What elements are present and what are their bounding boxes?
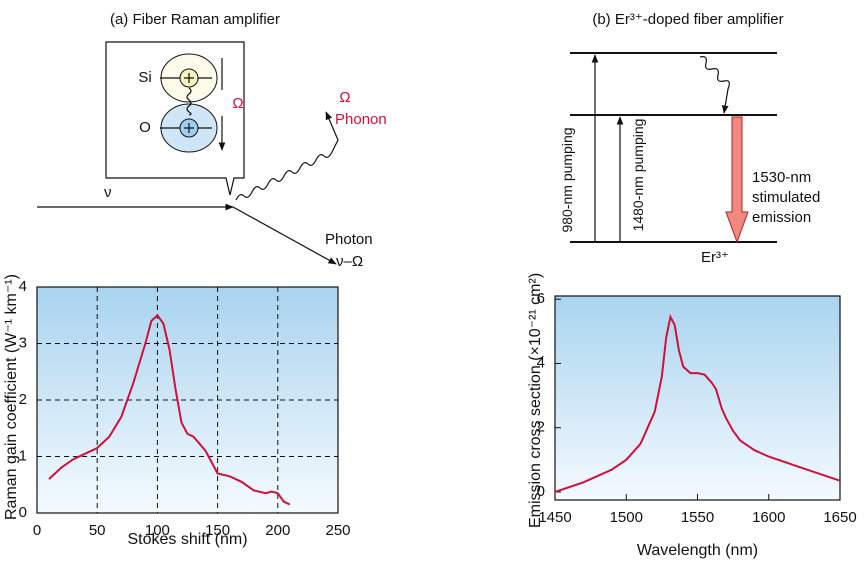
x-tick-label: 200 bbox=[265, 522, 290, 539]
x-tick-label: 250 bbox=[325, 522, 350, 539]
panel-title: (b) Er³⁺-doped fiber amplifier bbox=[592, 11, 783, 28]
y-tick-label: 2 bbox=[19, 391, 27, 408]
label: ν–Ω bbox=[336, 253, 363, 270]
y-tick-label: 0 bbox=[19, 504, 27, 521]
y-tick-label: 1 bbox=[19, 447, 27, 464]
label: 1480-nm pumping bbox=[630, 119, 646, 232]
x-tick-label: 1450 bbox=[538, 509, 571, 526]
label: 1530-nm bbox=[752, 169, 811, 186]
y-tick-label: 0 bbox=[537, 483, 545, 500]
data-line bbox=[48, 313, 291, 506]
relaxation bbox=[699, 56, 730, 114]
x-axis-label: Wavelength (nm) bbox=[637, 542, 758, 559]
label: Photon bbox=[325, 231, 373, 248]
x-tick-label: 50 bbox=[89, 522, 106, 539]
x-tick-label: 100 bbox=[145, 522, 170, 539]
label: 980-nm pumping bbox=[559, 127, 575, 232]
y-tick-label: 6 bbox=[537, 290, 545, 307]
y-tick-label: 4 bbox=[19, 278, 27, 295]
plot-area bbox=[555, 296, 840, 500]
x-axis-label: Stokes shift (nm) bbox=[127, 531, 247, 548]
photon-out bbox=[232, 206, 337, 265]
y-axis-label: Raman gain coefficient (W⁻¹ km⁻¹) bbox=[3, 274, 20, 520]
x-tick-label: 0 bbox=[33, 522, 41, 539]
plot-area bbox=[37, 287, 338, 513]
x-tick-label: 1600 bbox=[752, 509, 785, 526]
plot-frame bbox=[554, 295, 841, 501]
x-tick-label: 1550 bbox=[681, 509, 714, 526]
label: stimulated bbox=[752, 189, 820, 206]
label: 980-nm pumping bbox=[559, 127, 575, 232]
label: ν bbox=[104, 184, 112, 201]
y-tick-label: 4 bbox=[537, 354, 545, 371]
label: 1480-nm pumping bbox=[630, 119, 646, 232]
plot-frame bbox=[36, 286, 339, 514]
data-line bbox=[554, 313, 841, 493]
label: emission bbox=[752, 209, 811, 226]
label: Ω bbox=[339, 89, 350, 106]
emission-arrow bbox=[725, 116, 749, 244]
panel-title: (a) Fiber Raman amplifier bbox=[110, 11, 280, 28]
y-axis-label: Emission cross section (×10⁻²¹ cm²) bbox=[527, 273, 544, 528]
label: Si bbox=[138, 69, 151, 86]
label: Ω bbox=[232, 95, 243, 112]
y-tick-label: 3 bbox=[19, 334, 27, 351]
y-tick-label: 2 bbox=[537, 419, 545, 436]
energy-levels bbox=[570, 52, 777, 243]
label: Phonon bbox=[335, 111, 387, 128]
bonds bbox=[160, 73, 212, 133]
x-tick-label: 150 bbox=[205, 522, 230, 539]
phonon-wave bbox=[235, 111, 339, 201]
x-tick-label: 1650 bbox=[823, 509, 856, 526]
x-tick-label: 1500 bbox=[610, 509, 643, 526]
label: Er³⁺ bbox=[701, 249, 729, 266]
label: O bbox=[139, 119, 151, 136]
spring bbox=[186, 87, 192, 116]
